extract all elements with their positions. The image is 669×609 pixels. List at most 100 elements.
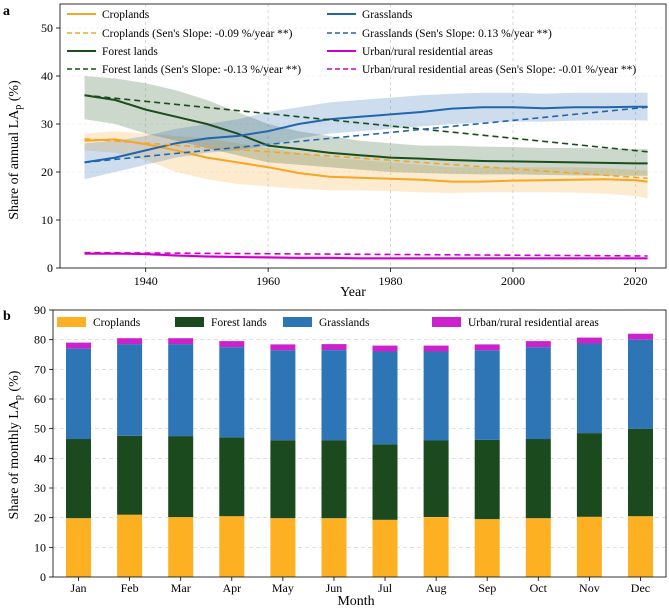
panel-a-ytick-label: 40	[41, 69, 53, 83]
bar-croplands-oct	[525, 518, 551, 577]
legend-label-urban-rural-residential-areas: Urban/rural residential areas	[362, 46, 493, 58]
bar-urban-rural-residential-areas-mar	[168, 338, 194, 345]
bar-urban-rural-residential-areas-aug	[423, 345, 449, 352]
legend-label-croplands: Croplands	[93, 317, 141, 329]
bar-grasslands-oct	[525, 347, 551, 440]
panel-a-frame	[59, 3, 667, 269]
panel-b-ytick-label: 30	[34, 481, 46, 495]
panel-a-ylabel-main: Share of annual LA	[7, 109, 22, 220]
panel-b-xlabel: Month	[337, 594, 374, 609]
trend-forest-lands-sen-s-slope-0-13-year	[84, 94, 648, 153]
bar-grasslands-aug	[423, 351, 449, 441]
panel-b-ylabel-unit: (%)	[7, 370, 22, 395]
bar-urban-rural-residential-areas-jun	[321, 344, 347, 350]
panel-b-grid	[53, 309, 666, 548]
panel-b-xtick-label: May	[272, 581, 294, 595]
panel-a-xtick-label: 1940	[134, 274, 158, 288]
bar-croplands-dec	[628, 516, 653, 577]
panel-a-xtick-label: 2000	[501, 274, 525, 288]
panel-b-ytick-label: 10	[34, 540, 46, 554]
panel-b-letter: b	[3, 309, 11, 324]
bar-urban-rural-residential-areas-nov	[576, 337, 602, 344]
bar-urban-rural-residential-areas-jul	[372, 345, 398, 352]
bar-croplands-jun	[321, 518, 347, 577]
panel-b-xtick-label: Sep	[478, 581, 496, 595]
legend-label-forest-lands: Forest lands	[102, 46, 158, 58]
bar-urban-rural-residential-areas-oct	[525, 341, 551, 347]
panel-b-xtick-label: Mar	[171, 581, 191, 595]
bar-croplands-nov	[576, 516, 602, 577]
panel-b-legend: Croplands Forest lands Grasslands Urban/rur…	[57, 317, 599, 329]
legend-swatch-urban-rural-residential-areas	[432, 317, 461, 327]
panel-b-ytick-label: 20	[34, 511, 46, 525]
panel-b-ytick-label: 50	[34, 422, 46, 436]
panel-b-ytick-label: 80	[34, 333, 46, 347]
bar-urban-rural-residential-areas-apr	[219, 341, 245, 347]
panel-b-xtick-label: Jul	[378, 581, 393, 595]
bar-croplands-sep	[474, 519, 500, 577]
bar-grasslands-jul	[372, 351, 398, 445]
legend-label-grasslands-sen-s-slope-0-13-year: Grasslands (Sen's Slope: 0.13 %/year **)	[362, 28, 552, 40]
panel-b-ytick-label: 70	[34, 362, 46, 376]
legend-label-forest-lands: Forest lands	[211, 317, 267, 329]
bar-grasslands-may	[270, 350, 296, 441]
panel-a-letter: a	[3, 4, 10, 19]
legend-label-urban-rural-residential-areas-sen-s-slope-0-01-year: Urban/rural residential areas (Sen's Slo…	[362, 64, 636, 76]
panel-b-frame	[52, 309, 667, 578]
bar-grasslands-mar	[168, 344, 194, 437]
panel-b-bars	[66, 333, 653, 577]
bar-grasslands-feb	[117, 344, 143, 436]
line-urban-rural-residential-areas	[84, 252, 648, 260]
panel-b-ytick-label: 60	[34, 392, 46, 406]
panel-a-ytick-label: 20	[41, 165, 53, 179]
legend-label-grasslands: Grasslands	[319, 317, 370, 329]
bar-forest-lands-feb	[117, 435, 143, 515]
panel-a-ytick-label: 0	[47, 261, 53, 275]
panel-a-ytick-label: 30	[41, 117, 53, 131]
bar-urban-rural-residential-areas-dec	[628, 333, 653, 340]
legend-label-croplands-sen-s-slope-0-09-year: Croplands (Sen's Slope: -0.09 %/year **)	[102, 28, 293, 40]
panel-a-xtick-label: 2020	[623, 274, 647, 288]
bar-forest-lands-jun	[321, 440, 347, 519]
bar-forest-lands-apr	[219, 437, 245, 517]
panel-a-ylabel-sub: p	[13, 105, 24, 110]
panel-a-ytick-label: 10	[41, 213, 53, 227]
band-grasslands	[84, 92, 648, 180]
legend-swatch-forest-lands	[175, 317, 204, 327]
panel-b-xtick-label: Aug	[426, 581, 447, 595]
bar-forest-lands-mar	[168, 436, 194, 518]
bar-forest-lands-sep	[474, 439, 500, 520]
bar-grasslands-sep	[474, 350, 500, 440]
panel-a-x-ticks: 1940 1960 1980 2000 2020	[134, 268, 647, 288]
panel-a-xtick-label: 1980	[379, 274, 403, 288]
panel-a-ylabel: Share of annual LAp (%)	[7, 80, 24, 220]
bar-croplands-mar	[168, 517, 194, 577]
trend-grasslands-sen-s-slope-0-13-year	[84, 106, 648, 164]
bar-urban-rural-residential-areas-sep	[474, 344, 500, 351]
panel-b-xtick-label: Jan	[71, 581, 87, 595]
legend-swatch-grasslands	[283, 317, 312, 327]
bar-urban-rural-residential-areas-jan	[66, 342, 91, 349]
bar-croplands-jan	[66, 518, 91, 577]
panel-b-xtick-label: Nov	[579, 581, 600, 595]
panel-b-ytick-label: 40	[34, 451, 46, 465]
panel-a-legend: Croplands Grasslands Croplands (Sen's Slop…	[67, 9, 636, 76]
bar-croplands-aug	[423, 517, 449, 577]
band-forest-lands	[84, 76, 648, 176]
panel-b-ytick-label: 0	[40, 570, 46, 584]
bar-forest-lands-aug	[423, 440, 449, 517]
panel-b-ylabel-main: Share of monthly LA	[7, 399, 22, 519]
panel-b-ylabel-sub: p	[13, 395, 24, 400]
line-forest-lands	[84, 94, 648, 165]
panel-b-xtick-label: Apr	[222, 581, 241, 595]
bar-grasslands-nov	[576, 343, 602, 434]
bar-croplands-may	[270, 518, 296, 577]
bar-forest-lands-oct	[525, 439, 551, 519]
line-croplands	[84, 138, 648, 183]
trend-urban-rural-residential-areas-sen-s-slope-0-01-year	[84, 251, 648, 257]
panel-b-xtick-label: Dec	[631, 581, 650, 595]
bar-forest-lands-dec	[628, 428, 653, 517]
bar-croplands-apr	[219, 516, 245, 577]
panel-b: b Jan Feb Mar Apr May Jun Jul Aug Sep Oct Nov Dec 0…	[3, 303, 667, 609]
panel-a-ylabel-unit: (%)	[7, 80, 22, 105]
